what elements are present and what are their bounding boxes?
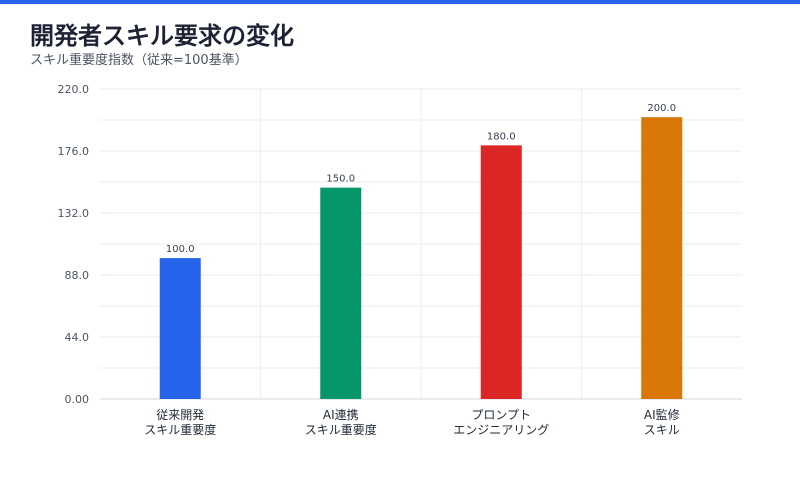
x-category-label: スキル: [644, 423, 680, 437]
chart-title: 開発者スキル要求の変化: [30, 22, 294, 50]
y-tick-label: 132.0: [58, 207, 90, 220]
x-category-label: スキル重要度: [144, 422, 216, 437]
y-tick-label: 88.0: [65, 269, 90, 282]
x-category-label: エンジニアリング: [453, 423, 549, 437]
bar: [159, 258, 201, 399]
x-category-label: プロンプト: [471, 408, 531, 422]
bar-value-label: 180.0: [487, 131, 516, 142]
bar-value-label: 200.0: [647, 103, 676, 114]
bar-value-label: 150.0: [326, 174, 355, 185]
x-category-label: スキル重要度: [305, 422, 377, 437]
y-tick-label: 44.0: [65, 331, 90, 344]
bar: [480, 145, 522, 399]
x-category-label: AI監修: [644, 407, 680, 422]
x-category-label: 従来開発: [156, 408, 204, 422]
y-tick-label: 0.00: [65, 393, 90, 406]
bar: [641, 117, 683, 399]
top-accent-bar: [0, 0, 800, 4]
chart-subtitle: スキル重要度指数（従来=100基準）: [30, 53, 248, 68]
y-tick-label: 220.0: [58, 83, 90, 96]
y-tick-label: 176.0: [58, 145, 90, 158]
bar-value-label: 100.0: [166, 244, 195, 255]
x-category-label: AI連携: [323, 407, 359, 422]
bar: [320, 187, 362, 399]
